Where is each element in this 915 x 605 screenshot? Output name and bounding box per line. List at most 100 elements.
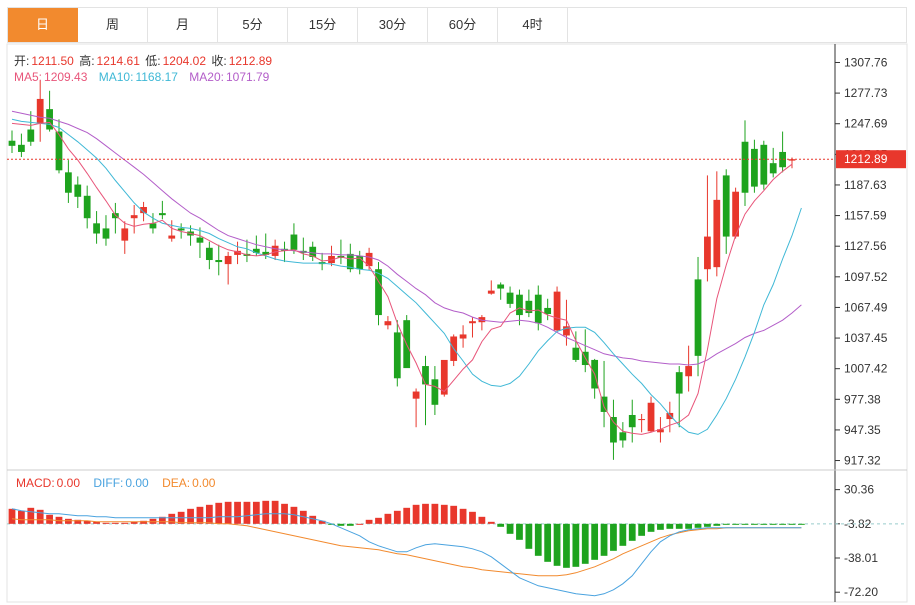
tab-30min[interactable]: 30分 [358, 8, 428, 42]
macd-histogram-bar [234, 501, 241, 524]
candle-body [224, 255, 232, 265]
macd-histogram-bar [798, 523, 805, 525]
macd-histogram-bar [760, 523, 768, 525]
tab-week[interactable]: 周 [78, 8, 148, 42]
candle-body [8, 140, 16, 146]
tab-4hour[interactable]: 4时 [498, 8, 568, 42]
ma5-label: MA5: [14, 70, 43, 84]
macd-histogram-bar [657, 523, 664, 530]
candle-body [694, 279, 702, 356]
macd-histogram-bar [769, 523, 777, 525]
macd-histogram-bar [65, 518, 72, 524]
macd-histogram-bar [187, 508, 194, 524]
macd-histogram-bar [18, 510, 25, 524]
candle-body [177, 228, 185, 231]
dea-value: 0.00 [192, 476, 216, 490]
candle-body [610, 417, 617, 443]
low-label: 低: [145, 54, 161, 68]
candle-body [769, 163, 777, 174]
diff-line [11, 508, 802, 597]
candle-body [149, 223, 157, 229]
candle-body [600, 396, 608, 412]
macd-histogram-bar [666, 523, 674, 529]
price-tick-label: 1067.49 [844, 300, 888, 314]
macd-histogram-bar [741, 523, 749, 525]
macd-histogram-bar [704, 523, 711, 527]
candle-body [130, 215, 138, 219]
macd-histogram-bar [74, 519, 82, 524]
candle-body [497, 284, 505, 289]
macd-histogram-bar [779, 523, 786, 525]
macd-histogram-bar [600, 523, 608, 556]
macd-histogram-bar [459, 508, 467, 524]
macd-histogram-bar [722, 523, 730, 525]
candle-body [675, 372, 683, 394]
candle-body [469, 321, 476, 324]
diff-value: 0.00 [125, 476, 149, 490]
candle-body [27, 129, 35, 142]
tab-day[interactable]: 日 [8, 8, 78, 42]
price-tick-label: 1007.42 [844, 362, 888, 376]
candle-body [619, 432, 627, 441]
ma20-line [11, 110, 802, 366]
macd-histogram-bar [262, 500, 270, 524]
tab-60min[interactable]: 60分 [428, 8, 498, 42]
macd-histogram-bar [694, 523, 702, 528]
macd-histogram-bar [544, 523, 552, 562]
candle-body [638, 419, 646, 421]
tab-5min[interactable]: 5分 [218, 8, 288, 42]
candle-body [252, 248, 260, 253]
macd-histogram-bar [36, 509, 44, 524]
tab-month[interactable]: 月 [148, 8, 218, 42]
candle-body [487, 290, 495, 294]
candle-body [346, 253, 354, 270]
candle-body [525, 300, 533, 314]
macd-histogram-bar [647, 523, 655, 532]
high-value: 1214.61 [96, 54, 140, 68]
macd-histogram-bar [83, 520, 91, 524]
candle-body [215, 260, 223, 263]
low-value: 1204.02 [162, 54, 206, 68]
macd-histogram-bar [196, 506, 204, 524]
macd-histogram-bar [572, 523, 580, 567]
candle-body [18, 144, 25, 152]
macd-histogram-bar [628, 523, 636, 541]
candle-body [553, 291, 561, 331]
price-tick-label: 1247.69 [844, 117, 888, 131]
candle-body [506, 292, 514, 304]
candle-body [384, 321, 392, 326]
candle-body [46, 109, 53, 130]
tab-15min[interactable]: 15分 [288, 8, 358, 42]
macd-histogram-bar [440, 504, 448, 524]
candle-body [741, 141, 749, 193]
candle-body [666, 412, 674, 420]
candle-body [36, 98, 44, 124]
high-label: 高: [79, 54, 95, 68]
macd-histogram-bar [581, 523, 589, 564]
macd-histogram-bar [685, 523, 693, 529]
macd-histogram-bar [8, 508, 16, 524]
price-tick-label: 917.32 [844, 454, 881, 468]
ma10-label: MA10: [98, 70, 134, 84]
macd-histogram-bar [450, 505, 458, 524]
candle-body [431, 379, 439, 405]
close-label: 收: [211, 54, 227, 68]
candle-body [205, 247, 213, 261]
diff-label: DIFF: [93, 476, 124, 490]
macd-histogram-bar [788, 523, 796, 525]
macd-histogram-bar [130, 521, 138, 524]
candle-body [412, 391, 420, 399]
ma10-value: 1168.17 [135, 70, 178, 84]
open-value: 1211.50 [31, 54, 74, 68]
macd-histogram-bar [412, 504, 420, 524]
price-tick-label: 1097.52 [844, 270, 888, 284]
macd-histogram-bar [337, 523, 345, 526]
macd-tick-label: -3.82 [844, 517, 872, 531]
macd-histogram-bar [205, 504, 213, 524]
macd-tick-label: -72.20 [844, 585, 878, 599]
macd-histogram-bar [506, 523, 514, 534]
macd-histogram-bar [591, 523, 599, 560]
candle-body [713, 199, 721, 268]
macd-histogram-bar [121, 522, 129, 524]
